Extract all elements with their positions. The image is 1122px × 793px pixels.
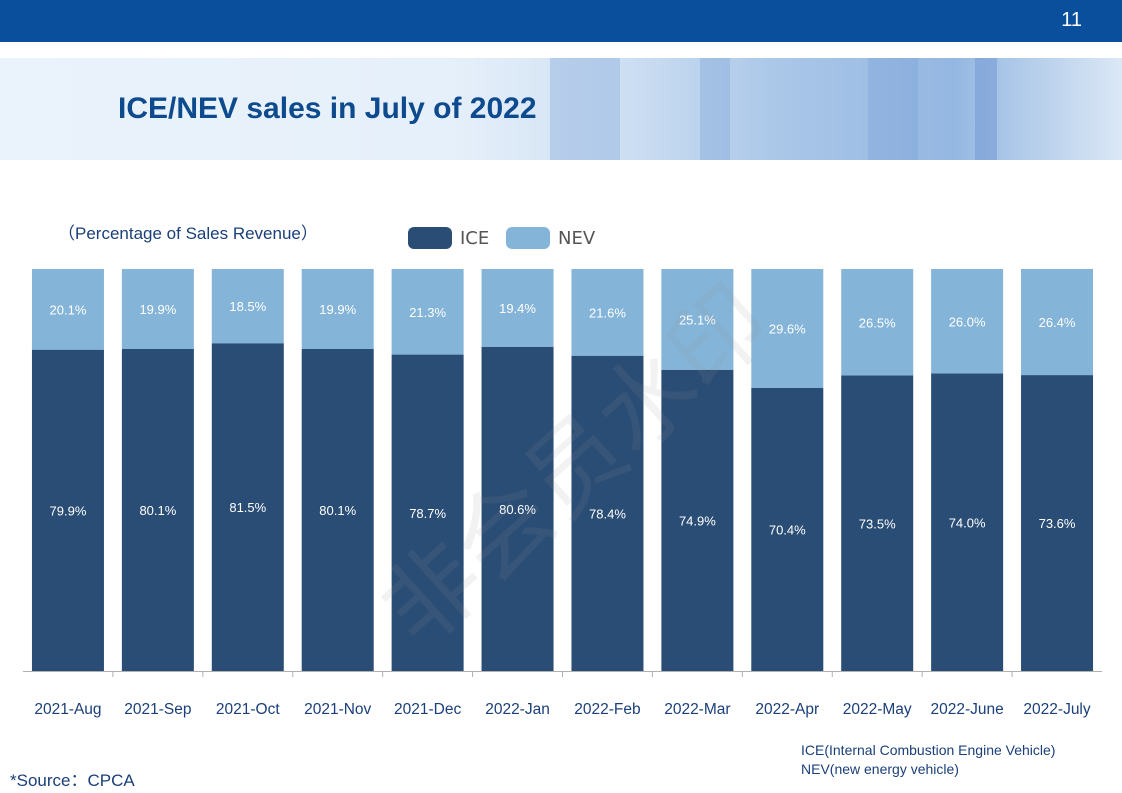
bar-nev bbox=[121, 269, 194, 349]
source-note: *Source：CPCA bbox=[10, 771, 135, 790]
x-tick-label: 2022-Jan bbox=[485, 701, 550, 718]
bar-ice bbox=[301, 348, 374, 671]
data-label-ice: 79.9% bbox=[50, 503, 87, 518]
data-label-nev: 29.6% bbox=[769, 321, 806, 336]
data-label-ice: 78.7% bbox=[409, 506, 446, 521]
data-label-nev: 26.5% bbox=[859, 315, 896, 330]
x-tick-label: 2022-Apr bbox=[755, 701, 819, 718]
data-label-nev: 26.0% bbox=[949, 314, 986, 329]
data-label-nev: 21.6% bbox=[589, 305, 626, 320]
bar-nev bbox=[571, 269, 644, 356]
data-label-ice: 73.6% bbox=[1039, 516, 1076, 531]
bar-nev bbox=[931, 269, 1004, 374]
legend-label-nev: NEV bbox=[558, 227, 596, 249]
title-banner bbox=[0, 58, 1122, 160]
header-bar: 11 bbox=[0, 0, 1122, 42]
legend-label-ice: ICE bbox=[460, 227, 490, 249]
x-tick-label: 2021-Sep bbox=[124, 701, 191, 718]
legend-ice: ICE bbox=[408, 227, 489, 249]
data-label-ice: 81.5% bbox=[229, 500, 266, 515]
data-label-ice: 80.6% bbox=[499, 502, 536, 517]
x-tick-label: 2022-Mar bbox=[664, 701, 730, 718]
bar-ice bbox=[571, 355, 644, 671]
x-tick-label: 2021-Oct bbox=[216, 701, 280, 718]
data-label-ice: 78.4% bbox=[589, 506, 626, 521]
x-tick-label: 2021-Dec bbox=[394, 701, 461, 718]
bar-ice bbox=[1021, 375, 1094, 671]
data-label-nev: 19.9% bbox=[139, 302, 176, 317]
bar-nev bbox=[661, 269, 734, 370]
abbreviation-notes: ICE(Internal Combustion Engine Vehicle) … bbox=[801, 741, 1055, 779]
chart-subtitle: （Percentage of Sales Revenue） bbox=[58, 224, 318, 243]
data-label-ice: 80.1% bbox=[319, 503, 356, 518]
bar-ice bbox=[121, 348, 194, 671]
page-number: 11 bbox=[1061, 9, 1082, 31]
data-label-ice: 80.1% bbox=[139, 503, 176, 518]
x-tick-label: 2021-Aug bbox=[34, 701, 101, 718]
data-label-ice: 74.0% bbox=[949, 515, 986, 530]
bar-ice bbox=[481, 346, 554, 671]
bar-ice bbox=[841, 375, 914, 671]
x-tick-label: 2022-July bbox=[1023, 701, 1090, 718]
bar-nev bbox=[1021, 269, 1094, 376]
page-title: ICE/NEV sales in July of 2022 bbox=[118, 92, 537, 125]
data-label-nev: 26.4% bbox=[1039, 315, 1076, 330]
x-tick-label: 2021-Nov bbox=[304, 701, 371, 718]
bar-ice bbox=[751, 387, 824, 671]
bar-nev bbox=[841, 269, 914, 376]
bar-ice bbox=[931, 373, 1004, 671]
x-tick-label: 2022-June bbox=[930, 701, 1003, 718]
bar-ice bbox=[211, 343, 284, 671]
legend-nev: NEV bbox=[506, 227, 595, 249]
bar-ice bbox=[391, 354, 464, 671]
data-label-nev: 20.1% bbox=[50, 302, 87, 317]
note-nev: NEV(new energy vehicle) bbox=[801, 761, 959, 777]
data-label-nev: 19.4% bbox=[499, 301, 536, 316]
bar-ice bbox=[661, 369, 734, 671]
bar-nev bbox=[31, 269, 104, 350]
data-label-ice: 74.9% bbox=[679, 513, 716, 528]
bar-nev bbox=[391, 269, 464, 355]
legend-swatch-ice bbox=[408, 227, 452, 249]
bar-nev bbox=[481, 269, 554, 347]
x-tick-label: 2022-Feb bbox=[574, 701, 640, 718]
data-label-ice: 73.5% bbox=[859, 516, 896, 531]
data-label-ice: 70.4% bbox=[769, 522, 806, 537]
bar-nev bbox=[211, 269, 284, 344]
note-ice: ICE(Internal Combustion Engine Vehicle) bbox=[801, 742, 1056, 758]
bar-nev bbox=[301, 269, 374, 349]
data-label-nev: 19.9% bbox=[319, 302, 356, 317]
data-label-nev: 18.5% bbox=[229, 299, 266, 314]
data-label-nev: 21.3% bbox=[409, 305, 446, 320]
bar-ice bbox=[31, 349, 104, 671]
legend-swatch-nev bbox=[506, 227, 550, 249]
x-tick-label: 2022-May bbox=[843, 701, 912, 718]
bar-nev bbox=[751, 269, 824, 388]
data-label-nev: 25.1% bbox=[679, 312, 716, 327]
